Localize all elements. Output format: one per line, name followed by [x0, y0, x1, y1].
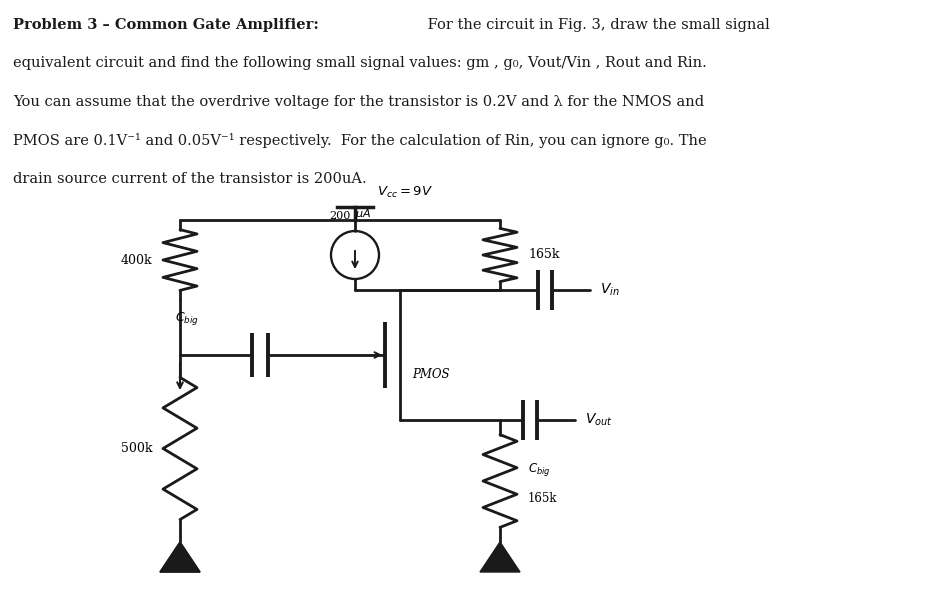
- Text: $C_{big}$: $C_{big}$: [175, 310, 199, 327]
- Text: $V_{cc}=9V$: $V_{cc}=9V$: [377, 185, 433, 200]
- Text: Problem 3 – Common Gate Amplifier:: Problem 3 – Common Gate Amplifier:: [13, 18, 319, 32]
- Polygon shape: [160, 542, 200, 572]
- Text: 400k: 400k: [121, 253, 152, 266]
- Text: equivalent circuit and find the following small signal values: gm , g₀, Vout/Vin: equivalent circuit and find the followin…: [13, 56, 707, 70]
- Text: 165k: 165k: [528, 248, 560, 262]
- Text: PMOS are 0.1V⁻¹ and 0.05V⁻¹ respectively.  For the calculation of Rin, you can i: PMOS are 0.1V⁻¹ and 0.05V⁻¹ respectively…: [13, 133, 707, 148]
- Text: $V_{out}$: $V_{out}$: [585, 412, 613, 428]
- Text: PMOS: PMOS: [412, 368, 449, 381]
- Polygon shape: [480, 542, 520, 572]
- Text: 165k: 165k: [528, 493, 558, 505]
- Text: $C_{big}$: $C_{big}$: [528, 461, 551, 478]
- Polygon shape: [160, 542, 200, 572]
- Text: 500k: 500k: [121, 442, 152, 455]
- Text: drain source current of the transistor is 200uA.: drain source current of the transistor i…: [13, 172, 367, 186]
- Text: 200: 200: [330, 211, 351, 221]
- Text: $V_{in}$: $V_{in}$: [600, 282, 619, 298]
- Text: For the circuit in Fig. 3, draw the small signal: For the circuit in Fig. 3, draw the smal…: [423, 18, 770, 32]
- Text: You can assume that the overdrive voltage for the transistor is 0.2V and λ for t: You can assume that the overdrive voltag…: [13, 95, 704, 109]
- Text: $\mu A$: $\mu A$: [355, 207, 371, 221]
